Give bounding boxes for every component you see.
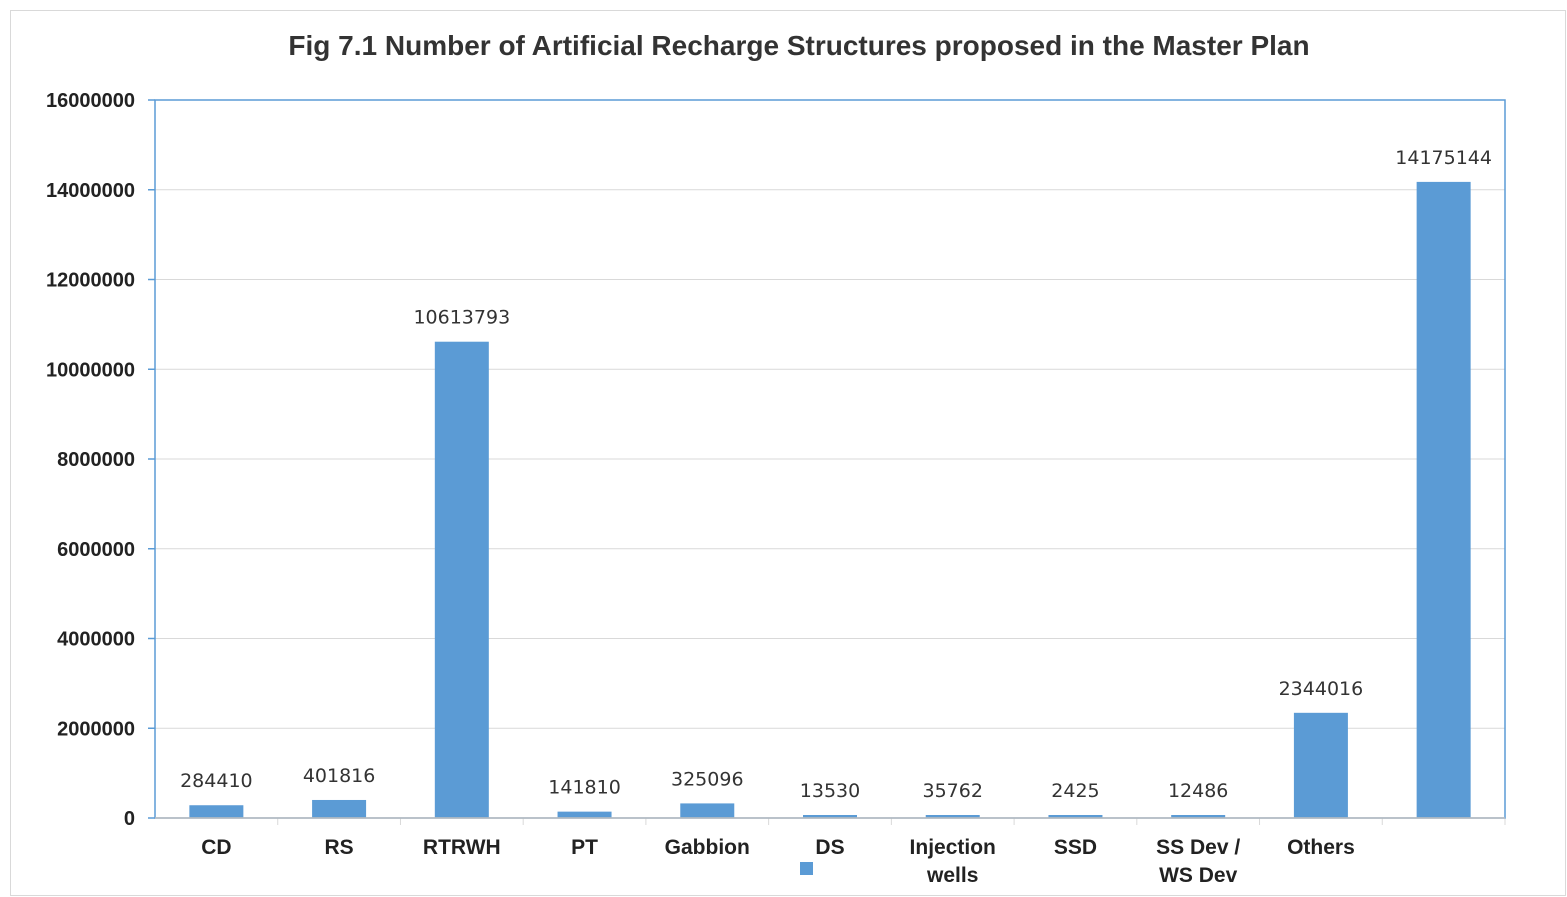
x-category-label: RTRWH — [423, 836, 501, 859]
x-category-label: DS — [815, 836, 844, 859]
data-label: 14175144 — [1395, 147, 1492, 169]
data-label: 35762 — [923, 780, 983, 802]
data-label: 325096 — [671, 768, 744, 790]
data-label: 141810 — [548, 777, 621, 799]
bar — [680, 803, 735, 818]
x-category-label: Gabbion — [665, 836, 750, 859]
x-category-label: PT — [571, 836, 598, 859]
data-label: 2344016 — [1279, 678, 1364, 700]
bar — [1416, 181, 1471, 819]
data-label: 12486 — [1168, 780, 1228, 802]
bar — [312, 799, 367, 818]
chart-frame — [10, 10, 1566, 896]
x-category-label: RS — [324, 836, 353, 859]
bar — [189, 805, 244, 818]
bar — [925, 815, 980, 818]
bar — [803, 815, 857, 818]
x-category-label: WS Dev — [1159, 864, 1238, 887]
x-category-label: Others — [1287, 836, 1355, 859]
data-label: 13530 — [800, 780, 860, 802]
y-tick-label: 12000000 — [46, 270, 135, 292]
axes — [154, 99, 1506, 819]
x-category-label: wells — [926, 864, 978, 887]
chart-title: Fig 7.1 Number of Artificial Recharge St… — [288, 30, 1310, 61]
y-tick-label: 4000000 — [57, 629, 135, 651]
data-label: 10613793 — [413, 307, 510, 329]
x-category-label: Injection — [910, 836, 996, 859]
x-axis-labels: CD RS RTRWH PT Gabbion DS Injection wells SSD SS … — [201, 818, 1506, 887]
y-tick-label: 14000000 — [46, 180, 135, 202]
bar — [1293, 712, 1348, 818]
data-label: 2425 — [1051, 780, 1099, 802]
y-tick-label: 0 — [124, 808, 135, 830]
data-labels: 284410 401816 10613793 141810 325096 13530 357… — [180, 147, 1492, 802]
x-category-label: CD — [201, 836, 231, 859]
bar — [1171, 815, 1226, 818]
y-tick-label: 10000000 — [46, 359, 135, 381]
x-category-label: SSD — [1054, 836, 1097, 859]
bar — [434, 341, 489, 818]
y-tick-label: 2000000 — [57, 718, 135, 740]
data-label: 401816 — [303, 765, 376, 787]
y-tick-label: 8000000 — [57, 449, 135, 471]
x-category-label: SS Dev / — [1156, 836, 1240, 859]
gridlines — [155, 99, 1505, 729]
data-label: 284410 — [180, 770, 253, 792]
y-tick-label: 6000000 — [57, 539, 135, 561]
bar — [1048, 815, 1103, 818]
bar — [557, 811, 612, 818]
y-axis-ticks: 0 2000000 4000000 6000000 8000000 10000000 120… — [46, 90, 155, 830]
y-tick-label: 16000000 — [46, 90, 135, 112]
legend-marker — [800, 862, 813, 875]
bars — [189, 181, 1471, 819]
